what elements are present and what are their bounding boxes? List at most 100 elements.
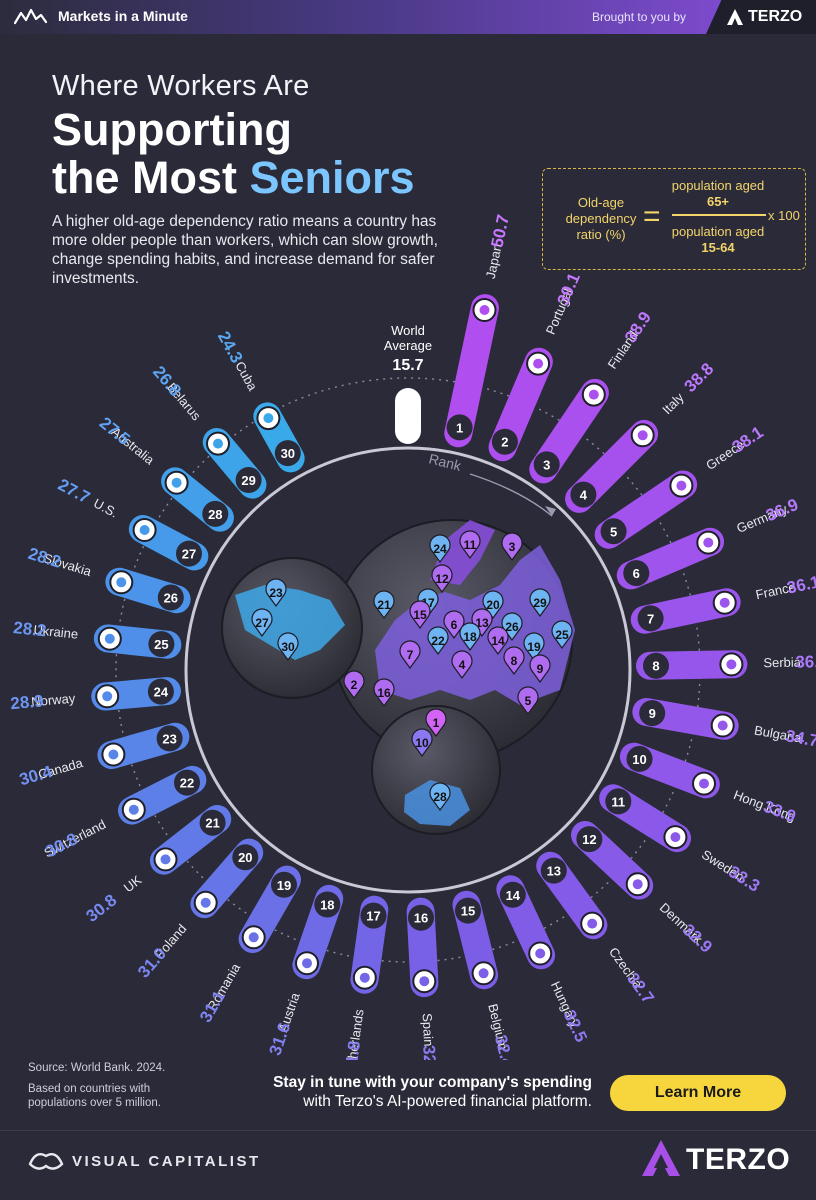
map-pin-label: 3 — [509, 540, 516, 554]
value-label: 28.2 — [12, 618, 47, 640]
rank-number: 7 — [647, 611, 654, 626]
source-note: Source: World Bank. 2024. — [28, 1062, 166, 1074]
formula-box — [542, 168, 806, 270]
rank-circle — [232, 844, 259, 871]
rank-number: 22 — [180, 776, 194, 791]
rank-circle — [605, 788, 632, 815]
value-label: 28.2 — [26, 544, 63, 572]
map-pin-label: 25 — [555, 628, 569, 642]
map-pin: 13 — [471, 608, 493, 638]
map-pin: 28 — [429, 782, 451, 812]
rank-circle — [600, 518, 627, 545]
rank-circle — [148, 631, 175, 658]
value-label: 28.9 — [10, 691, 45, 713]
rank-circle — [157, 584, 184, 611]
rank-number: 6 — [633, 566, 640, 581]
rank-number: 25 — [154, 637, 168, 652]
rank-number: 27 — [182, 547, 196, 562]
cta-line-1: Stay in tune with your company's spendin… — [273, 1074, 592, 1091]
map-pin: 9 — [529, 654, 551, 684]
map-pin-label: 18 — [463, 630, 477, 644]
map-pin-label: 27 — [255, 616, 269, 630]
value-label: 33.9 — [761, 797, 799, 827]
cta-text: Stay in tune with your company's spendin… — [236, 1073, 592, 1111]
visual-capitalist-logo-icon — [28, 1153, 64, 1170]
flag-mark — [104, 633, 115, 644]
formula-equals: = — [643, 200, 661, 233]
flag-mark — [263, 413, 274, 424]
flag-mark — [637, 430, 648, 441]
top-banner: Markets in a Minute Brought to you by TE… — [0, 0, 816, 34]
cta-line-2: with Terzo's AI-powered financial platfo… — [303, 1093, 592, 1110]
flag-mark — [160, 854, 171, 865]
flag-mark — [588, 389, 599, 400]
flag-mark — [699, 778, 709, 789]
headline-main: Supporting — [52, 104, 292, 155]
value-label: 50.7 — [488, 213, 513, 249]
flag-mark — [478, 968, 489, 979]
headline-white: the Most — [52, 152, 250, 203]
rank-circle — [408, 904, 434, 931]
map-pin: 29 — [529, 588, 551, 618]
map-pin: 3 — [501, 532, 523, 562]
rank-number: 14 — [506, 888, 521, 903]
formula-numerator: population aged 65+ — [670, 178, 766, 210]
flag-mark — [726, 659, 737, 670]
flag-mark — [102, 691, 113, 702]
flag-mark — [359, 972, 370, 983]
map-pin: 22 — [427, 626, 449, 656]
rank-number: 8 — [652, 659, 659, 674]
rank-number: 10 — [632, 752, 646, 767]
map-globes — [221, 519, 575, 835]
rank-number: 11 — [611, 794, 625, 809]
bar-japan — [444, 294, 499, 448]
country-label: UK — [121, 872, 145, 895]
rank-circle — [623, 560, 650, 587]
map-pin-label: 9 — [537, 662, 544, 676]
world-average-value: 15.7 — [392, 357, 423, 374]
value-label: 30.8 — [83, 891, 121, 926]
learn-more-button[interactable]: Learn More — [610, 1075, 786, 1111]
rank-circle — [491, 428, 518, 455]
bar-fill — [128, 515, 209, 571]
country-label: Cuba — [232, 359, 261, 394]
map-pin: 10 — [411, 728, 433, 758]
rank-number: 26 — [164, 591, 178, 606]
map-pin-label: 29 — [533, 596, 547, 610]
rank-circle — [271, 871, 297, 898]
value-label: 32.4 — [491, 1033, 518, 1060]
denominator-bold: 15-64 — [701, 240, 735, 255]
rank-circle — [446, 414, 473, 441]
map-pin: 26 — [501, 612, 523, 642]
rank-circle — [499, 881, 526, 908]
flag-mark — [676, 480, 687, 491]
series-brand: Markets in a Minute — [58, 8, 188, 24]
value-label: 32.1 — [419, 1045, 440, 1060]
map-pin-label: 13 — [475, 616, 489, 630]
country-label: U.S. — [91, 495, 120, 520]
numerator-bold: 65+ — [706, 194, 730, 209]
map-pin: 2 — [343, 670, 365, 700]
map-pin-label: 20 — [486, 598, 500, 612]
rank-circle — [639, 700, 666, 727]
rank-circle — [540, 857, 567, 884]
terzo-logo-large-icon — [642, 1140, 680, 1176]
map-pin: 8 — [503, 646, 525, 676]
map-pin-label: 26 — [505, 620, 519, 634]
map-pin: 24 — [429, 534, 451, 564]
rank-number: 16 — [414, 911, 428, 926]
numerator-text: population aged — [671, 178, 765, 193]
rank-number: 19 — [277, 878, 291, 893]
flag-mark — [703, 537, 714, 548]
rank-number: 21 — [205, 816, 219, 831]
rank-circle — [455, 897, 481, 924]
rank-circle — [202, 500, 229, 527]
rank-circle — [314, 891, 341, 918]
value-label: 36.0 — [795, 652, 816, 672]
map-pin-label: 16 — [377, 686, 391, 700]
rank-circle — [174, 769, 200, 796]
terzo-logo-icon — [727, 9, 743, 25]
formula-label: Old-age dependency ratio (%) — [565, 195, 637, 242]
flag-mark — [108, 749, 119, 760]
map-pin-label: 21 — [377, 598, 391, 612]
